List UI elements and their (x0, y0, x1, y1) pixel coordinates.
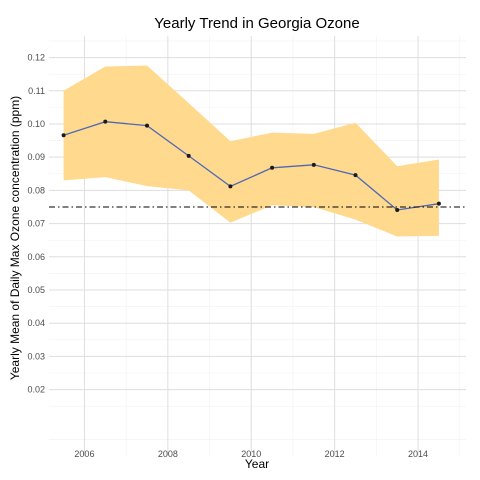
data-point (311, 162, 316, 167)
y-axis-label: Yearly Mean of Daily Max Ozone concentra… (8, 96, 22, 380)
y-tick-label: 0.03 (27, 351, 45, 361)
data-point (270, 165, 275, 170)
series-line-layer (63, 121, 439, 211)
data-point (436, 201, 441, 206)
data-point (144, 123, 149, 128)
y-tick-label: 0.08 (27, 185, 45, 195)
data-point (395, 207, 400, 212)
x-tick-label: 2006 (74, 449, 94, 459)
x-tick-label-layer: 2006 2008 2010 2012 2014 (74, 449, 428, 459)
x-tick-label: 2014 (408, 449, 428, 459)
y-tick-label-layer: 0.02 0.03 0.04 0.05 0.06 0.07 0.08 0.09 0.10 0.11… (27, 53, 45, 395)
confidence-band (63, 65, 439, 237)
data-point (186, 153, 191, 158)
chart-title: Yearly Trend in Georgia Ozone (154, 15, 359, 32)
y-tick-label: 0.07 (27, 219, 45, 229)
confidence-band-layer (63, 65, 439, 237)
data-point-layer (61, 119, 441, 212)
y-tick-label: 0.09 (27, 152, 45, 162)
y-tick-label: 0.02 (27, 385, 45, 395)
data-point (61, 133, 66, 138)
x-tick-label: 2008 (158, 449, 178, 459)
x-tick-label: 2012 (325, 449, 345, 459)
data-point (353, 173, 358, 178)
data-point (228, 184, 233, 189)
series-line (63, 121, 439, 211)
y-tick-label: 0.10 (27, 119, 45, 129)
y-tick-label: 0.11 (28, 86, 45, 96)
x-tick-label: 2010 (241, 449, 261, 459)
y-tick-label: 0.04 (27, 318, 45, 328)
x-axis-label: Year (245, 457, 269, 471)
data-point (103, 119, 108, 124)
y-tick-label: 0.05 (27, 285, 45, 295)
y-tick-label: 0.12 (27, 53, 45, 63)
y-tick-label: 0.06 (27, 252, 45, 262)
